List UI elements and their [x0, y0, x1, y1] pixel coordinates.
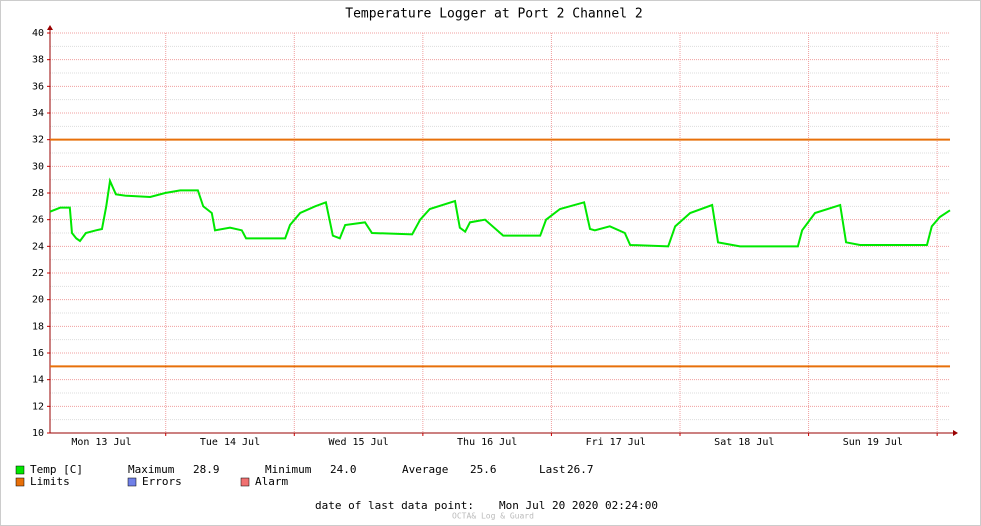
chart-title: Temperature Logger at Port 2 Channel 2 [345, 7, 642, 22]
data-line [49, 177, 951, 248]
axis-arrow [47, 25, 53, 30]
y-tick-label: 38 [32, 55, 44, 66]
y-tick-label: 30 [32, 161, 44, 172]
y-tick-label: 16 [32, 348, 44, 359]
stat-value: 26.7 [567, 463, 594, 476]
stat-value: 28.9 [193, 463, 220, 476]
y-tick-label: 18 [32, 321, 44, 332]
watermark: OCTA& Log & Guard [452, 512, 534, 521]
stat-label: Minimum [265, 463, 312, 476]
stat-label: Last [539, 463, 566, 476]
x-tick-label: Wed 15 Jul [328, 437, 388, 448]
x-tick-label: Sun 19 Jul [843, 437, 903, 448]
y-tick-label: 22 [32, 268, 44, 279]
y-tick-label: 40 [32, 28, 44, 39]
x-tick-label: Sat 18 Jul [714, 437, 774, 448]
y-tick-label: 20 [32, 295, 44, 306]
y-tick-label: 14 [32, 375, 44, 386]
legend-label: Limits [30, 475, 70, 488]
legend-label: Alarm [255, 475, 288, 488]
y-tick-label: 24 [32, 241, 44, 252]
footer-label: date of last data point: [315, 499, 474, 512]
y-tick-label: 36 [32, 81, 44, 92]
stat-value: 24.0 [330, 463, 357, 476]
legend-swatch [15, 465, 25, 475]
y-tick-label: 34 [32, 108, 44, 119]
footer-date: Mon Jul 20 2020 02:24:00 [499, 499, 658, 512]
x-tick-label: Thu 16 Jul [457, 437, 517, 448]
y-tick-label: 28 [32, 188, 44, 199]
x-tick-label: Fri 17 Jul [586, 437, 646, 448]
y-tick-label: 26 [32, 215, 44, 226]
y-tick-label: 12 [32, 401, 44, 412]
stat-value: 25.6 [470, 463, 497, 476]
legend-swatch [240, 477, 250, 487]
legend-swatch [127, 477, 137, 487]
stat-label: Average [402, 463, 448, 476]
legend-swatch [15, 477, 25, 487]
x-tick-label: Mon 13 Jul [71, 437, 131, 448]
axis-arrow [953, 430, 958, 436]
legend-label: Temp [C] [30, 463, 83, 476]
y-tick-label: 32 [32, 135, 44, 146]
x-tick-label: Tue 14 Jul [200, 437, 260, 448]
y-tick-label: 10 [32, 428, 44, 439]
stat-label: Maximum [128, 463, 175, 476]
legend-label: Errors [142, 475, 182, 488]
